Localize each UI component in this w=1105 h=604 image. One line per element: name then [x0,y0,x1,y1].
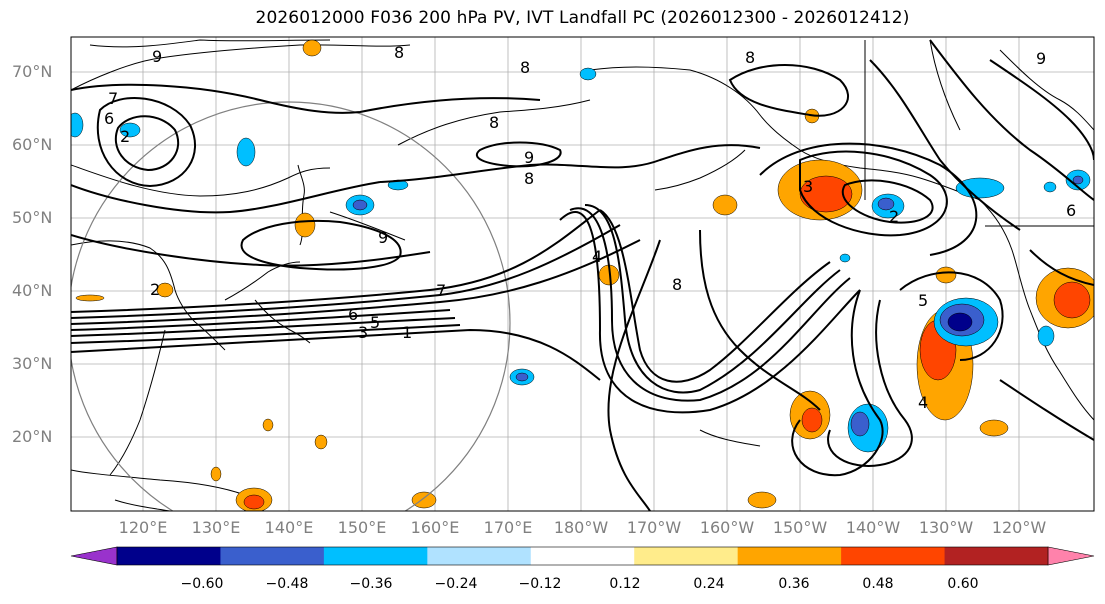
colorbar-tick: −0.48 [265,576,309,592]
colorbar-tick: 0.48 [862,576,894,592]
contour-label: 7 [108,89,118,108]
lon-label-140w: 140°W [845,518,901,537]
lon-label-120e: 120°E [118,518,168,537]
contour-label: 3 [358,323,368,342]
lon-label-160e: 160°E [410,518,460,537]
contour-label: 6 [1066,201,1076,220]
contour-label: 2 [150,280,160,299]
contour-label: 8 [672,275,682,294]
contour-label: 5 [370,313,380,332]
ivt-contours [71,39,1094,511]
contour-label: 4 [918,393,928,412]
contour-label: 8 [745,48,755,67]
colorbar-segment [427,547,532,565]
colorbar-left-extend [70,546,118,566]
contour-label: 4 [592,247,602,266]
map-frame [71,37,1094,511]
contour-label: 8 [520,58,530,77]
contour-label: 9 [1036,49,1046,68]
lat-label-30n: 30°N [12,354,53,373]
colorbar-segment [530,547,635,565]
lat-label-70n: 70°N [12,62,53,81]
contour-label: 6 [104,109,114,128]
colorbar [70,546,1095,566]
contour-label: 1 [402,323,412,342]
landfall-region-circle [71,101,511,511]
colorbar-tick: 0.12 [609,576,641,592]
map-title: 2026012000 F036 200 hPa PV, IVT Landfall… [255,8,910,28]
lat-label-20n: 20°N [12,427,53,446]
contour-labels: 9 8 8 8 7 6 9 9 8 8 7 6 5 3 1 2 2 4 8 3 … [104,43,1076,412]
colorbar-segment [323,547,428,565]
lon-label-170e: 170°E [483,518,533,537]
lon-label-180w: 180°W [553,518,609,537]
colorbar-segment [841,547,946,565]
contour-label: 8 [524,169,534,188]
lon-label-130w: 130°W [918,518,974,537]
lon-label-120w: 120°W [991,518,1047,537]
lat-label-50n: 50°N [12,208,53,227]
colorbar-tick: 0.60 [947,576,979,592]
colorbar-tick: −0.60 [180,576,224,592]
contour-label: 5 [918,291,928,310]
contour-label: 7 [436,281,446,300]
map-border [70,36,1095,512]
lon-label-170w: 170°W [626,518,682,537]
colorbar-right-extend [1047,546,1095,566]
colorbar-tick: 0.36 [778,576,810,592]
lon-label-150w: 150°W [772,518,828,537]
colorbar-segment [944,547,1049,565]
contour-label: 8 [489,113,499,132]
colorbar-tick: −0.36 [349,576,393,592]
contour-label: 9 [524,148,534,167]
lat-label-60n: 60°N [12,135,53,154]
contour-label: 9 [152,47,162,66]
colorbar-segment [117,547,221,565]
contour-label: 2 [889,207,899,226]
contour-label: 9 [378,228,388,247]
contour-label: 3 [803,177,813,196]
lat-label-40n: 40°N [12,281,53,300]
colorbar-tick: −0.12 [518,576,562,592]
negative-anomalies [71,67,1091,453]
lon-label-150e: 150°E [337,518,387,537]
lon-label-160w: 160°W [699,518,755,537]
lon-label-140e: 140°E [264,518,314,537]
colorbar-segment [634,547,739,565]
contour-label: 6 [348,305,358,324]
contour-label: 8 [394,43,404,62]
colorbar-tick: 0.24 [693,576,725,592]
colorbar-segment [737,547,842,565]
colorbar-tick: −0.24 [434,576,478,592]
lon-label-130e: 130°E [191,518,241,537]
colorbar-segment [220,547,325,565]
contour-label: 2 [120,127,130,146]
